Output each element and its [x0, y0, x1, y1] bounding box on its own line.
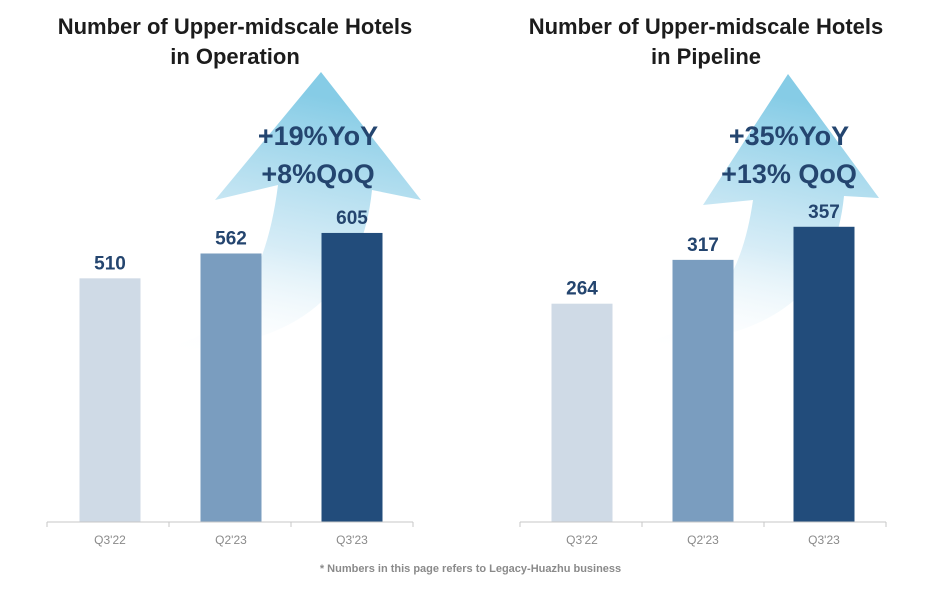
bar-q3-22	[79, 278, 141, 522]
x-tick-label: Q3'22	[566, 533, 598, 547]
data-label: 357	[808, 202, 840, 223]
x-tick-label: Q2'23	[687, 533, 719, 547]
data-label: 317	[687, 235, 719, 256]
growth-annotation: +35%YoY	[729, 121, 849, 151]
chart-panel-operation: Number of Upper-midscale Hotels in Opera…	[0, 0, 470, 560]
growth-annotation: +19%YoY	[258, 121, 378, 151]
data-label: 510	[94, 253, 126, 274]
bar-q2-23	[672, 259, 734, 522]
x-tick-label: Q3'22	[94, 533, 126, 547]
data-label: 605	[336, 208, 368, 229]
bar-q3-22	[551, 303, 613, 522]
growth-annotation: +8%QoQ	[261, 159, 374, 189]
bar-q2-23	[200, 253, 262, 522]
chart-title-line-1: Number of Upper-midscale Hotels	[528, 14, 884, 39]
chart-title: Number of Upper-midscale Hotels in Pipel…	[471, 12, 941, 72]
x-tick-label: Q3'23	[336, 533, 368, 547]
chart-title-line-1: Number of Upper-midscale Hotels	[57, 14, 413, 39]
bar-q3-23	[793, 226, 855, 523]
x-tick-label: Q3'23	[808, 533, 840, 547]
chart-title-line-2: in Pipeline	[650, 44, 762, 69]
growth-arrow	[143, 72, 421, 351]
bar-chart-operation: 510 562 605 Q3'22 Q2'23 Q3'23 +19%YoY +8%QoQ	[46, 72, 421, 547]
chart-title-line-2: in Operation	[170, 44, 300, 69]
footnote: * Numbers in this page refers to Legacy-…	[319, 563, 622, 575]
chart-panel-pipeline: Number of Upper-midscale Hotels in Pipel…	[471, 0, 941, 560]
data-label: 562	[215, 228, 247, 249]
growth-annotation: +13% QoQ	[721, 159, 857, 189]
bar-chart-pipeline: 264 317 357 Q3'22 Q2'23 Q3'23 +35%YoY +13% QoQ	[519, 74, 887, 547]
x-tick-label: Q2'23	[215, 533, 247, 547]
chart-title: Number of Upper-midscale Hotels in Opera…	[0, 12, 470, 72]
bar-q3-23	[321, 232, 383, 522]
data-label: 264	[566, 279, 598, 300]
